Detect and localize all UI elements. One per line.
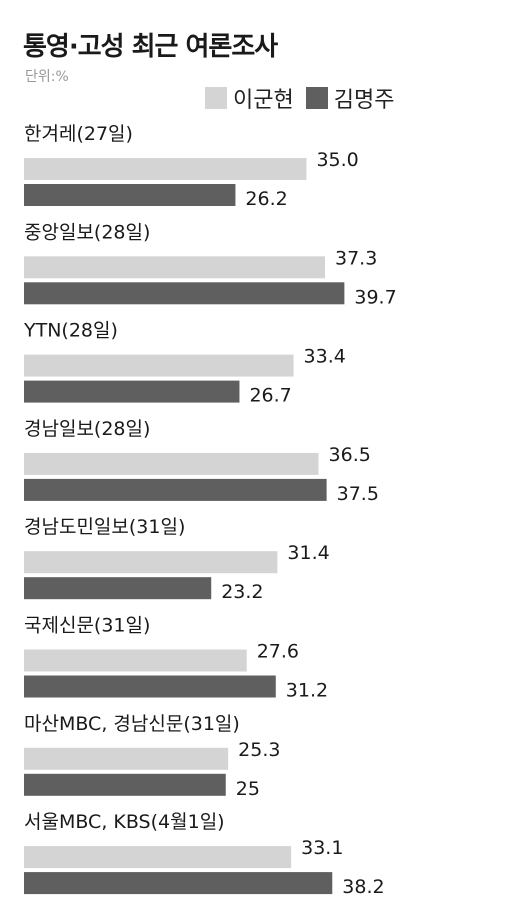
bar-lee [24, 747, 229, 770]
category-label: 한겨레(27일) [24, 123, 133, 145]
value-label-kim: 25 [236, 778, 260, 800]
legend-swatch-lee [205, 87, 227, 109]
bar-lee [24, 452, 319, 475]
unit-label: 단위:% [25, 69, 69, 85]
value-label-lee: 37.3 [335, 247, 377, 269]
value-label-lee: 36.5 [329, 444, 371, 466]
legend-swatch-kim [305, 87, 328, 109]
bar-lee [24, 158, 307, 180]
category-label: 경남일보(28일) [24, 418, 150, 440]
bar-kim [24, 380, 240, 403]
value-label-kim: 23.2 [221, 581, 263, 603]
value-label-kim: 31.2 [286, 680, 328, 702]
bar-lee [24, 551, 278, 574]
bar-kim [24, 184, 236, 206]
value-label-lee: 33.4 [304, 346, 346, 368]
value-label-lee: 35.0 [316, 149, 358, 171]
bar-kim [24, 773, 226, 796]
category-label: 서울MBC, KBS(4월1일) [24, 811, 225, 833]
bar-kim [24, 872, 333, 895]
category-label: 마산MBC, 경남신문(31일) [24, 713, 240, 735]
value-label-kim: 26.2 [245, 188, 287, 210]
value-label-kim: 38.2 [342, 876, 384, 898]
bar-lee [24, 354, 294, 377]
value-label-lee: 27.6 [257, 641, 299, 663]
legend-item-kim: 김명주 [305, 82, 395, 114]
value-label-kim: 26.7 [249, 385, 291, 407]
bar-kim [24, 478, 327, 501]
value-label-kim: 37.5 [337, 483, 379, 505]
chart-title: 통영·고성 최근 여론조사 [23, 32, 278, 62]
legend-label-lee: 이군현 [233, 88, 294, 113]
value-label-lee: 31.4 [287, 542, 329, 564]
bar-kim [24, 577, 212, 600]
value-label-lee: 25.3 [238, 739, 280, 761]
category-label: 중앙일보(28일) [24, 221, 150, 243]
legend-item-lee: 이군현 [205, 82, 294, 114]
bar-kim [24, 675, 276, 698]
category-label: YTN(28일) [23, 320, 118, 342]
value-label-lee: 33.1 [301, 837, 343, 859]
bar-lee [24, 649, 247, 672]
bar-lee [24, 256, 326, 279]
value-label-kim: 39.7 [354, 286, 396, 308]
bar-kim [24, 282, 345, 305]
category-label: 경남도민일보(31일) [24, 516, 185, 538]
legend: 이군현 김명주 [205, 82, 406, 114]
category-label: 국제신문(31일) [24, 615, 150, 637]
legend-label-kim: 김명주 [333, 88, 395, 113]
bar-lee [24, 846, 292, 869]
